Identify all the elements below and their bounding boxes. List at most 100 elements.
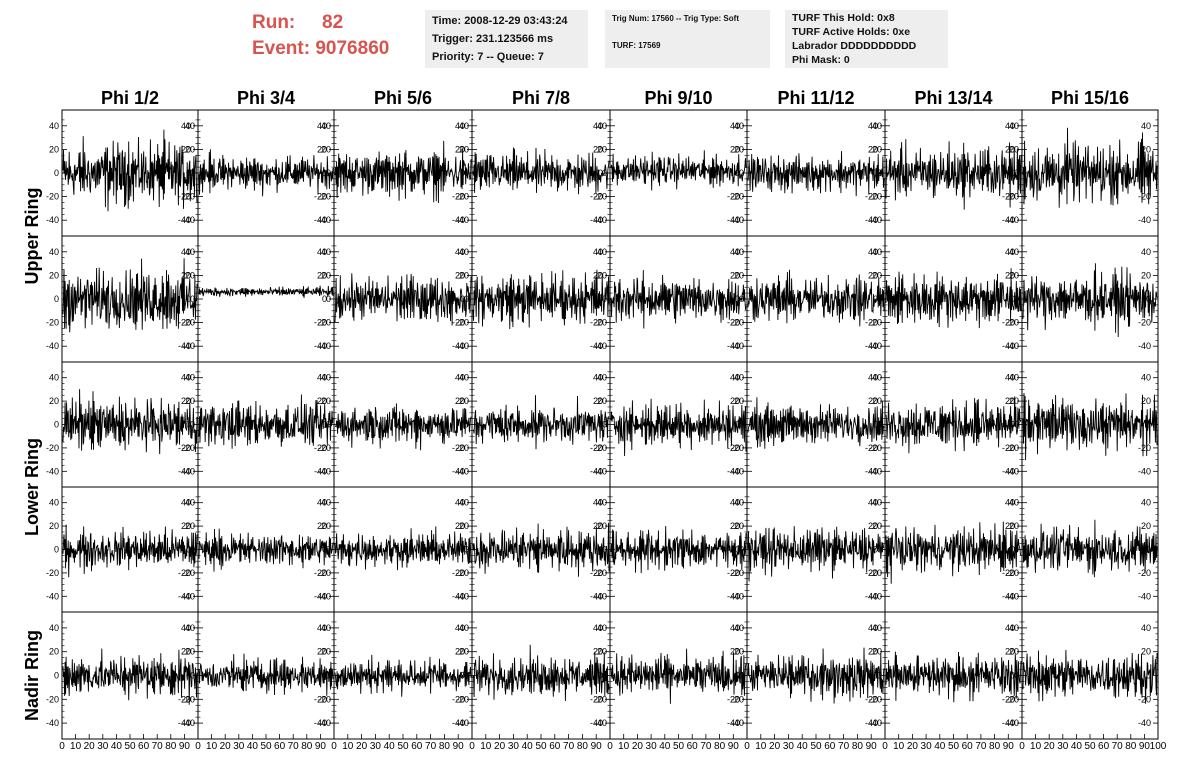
x-tick-label: 40 <box>1071 741 1083 752</box>
y-tick-label: -40 <box>590 591 603 601</box>
y-tick-label: 20 <box>593 521 603 531</box>
y-tick-label: 40 <box>317 247 327 257</box>
x-tick-label: 30 <box>97 741 109 752</box>
row-title: Nadir Ring <box>22 630 42 721</box>
y-tick-label: -40 <box>456 341 469 351</box>
y-tick-label: 20 <box>734 144 744 154</box>
y-tick-label: 40 <box>321 498 331 508</box>
y-tick-label: 20 <box>872 521 882 531</box>
waveform-trace <box>198 285 334 298</box>
y-tick-label: -40 <box>318 466 331 476</box>
y-tick-label: 40 <box>181 373 191 383</box>
y-tick-label: 20 <box>455 396 465 406</box>
y-tick-label: -20 <box>178 443 191 453</box>
y-tick-label: 20 <box>872 270 882 280</box>
y-tick-label: 20 <box>1141 396 1151 406</box>
y-tick-label: -40 <box>594 215 607 225</box>
y-tick-label: 40 <box>597 373 607 383</box>
y-tick-label: -20 <box>594 568 607 578</box>
phi-mask-text: Phi Mask: 0 <box>792 54 850 66</box>
y-tick-label: 20 <box>730 521 740 531</box>
y-tick-label: 0 <box>739 545 744 555</box>
turf-this-hold-text: TURF This Hold: 0x8 <box>792 12 895 24</box>
y-tick-label: -20 <box>456 694 469 704</box>
x-tick-label: 50 <box>948 741 960 752</box>
y-tick-label: -40 <box>178 718 191 728</box>
y-tick-label: 0 <box>190 671 195 681</box>
y-tick-label: 20 <box>1141 270 1151 280</box>
x-tick-label: 50 <box>397 741 409 752</box>
y-tick-label: 0 <box>602 420 607 430</box>
y-tick-label: -40 <box>1006 718 1019 728</box>
y-tick-label: 0 <box>877 671 882 681</box>
y-tick-label: -20 <box>731 192 744 202</box>
y-tick-label: 40 <box>459 121 469 131</box>
y-tick-label: -40 <box>178 591 191 601</box>
waveform-trace <box>747 647 885 704</box>
y-tick-label: -20 <box>865 318 878 328</box>
x-tick-label: 70 <box>563 741 575 752</box>
y-tick-label: 20 <box>1005 647 1015 657</box>
y-tick-label: -20 <box>590 694 603 704</box>
y-tick-label: 40 <box>317 373 327 383</box>
y-tick-label: 20 <box>49 270 59 280</box>
y-tick-label: -20 <box>731 694 744 704</box>
x-tick-label: 80 <box>577 741 589 752</box>
x-tick-label: 20 <box>220 741 232 752</box>
y-tick-label: -40 <box>452 591 465 601</box>
y-tick-label: 20 <box>868 521 878 531</box>
y-tick-label: -40 <box>182 718 195 728</box>
y-tick-label: -40 <box>314 591 327 601</box>
y-tick-label: 20 <box>321 144 331 154</box>
y-tick-label: -20 <box>731 443 744 453</box>
y-tick-label: -40 <box>1138 466 1151 476</box>
y-tick-label: 40 <box>49 623 59 633</box>
waveform-trace <box>610 150 747 191</box>
y-tick-label: 20 <box>181 521 191 531</box>
y-tick-label: 40 <box>459 498 469 508</box>
y-tick-label: 20 <box>597 396 607 406</box>
x-tick-label: 60 <box>687 741 699 752</box>
y-tick-label: 20 <box>730 647 740 657</box>
y-tick-label: 20 <box>455 521 465 531</box>
y-tick-label: -40 <box>318 591 331 601</box>
y-tick-label: -40 <box>727 466 740 476</box>
y-tick-label: 0 <box>464 420 469 430</box>
y-tick-label: 40 <box>455 498 465 508</box>
y-tick-label: -20 <box>594 192 607 202</box>
y-tick-label: -40 <box>865 591 878 601</box>
y-tick-label: -40 <box>1138 341 1151 351</box>
y-tick-label: 40 <box>593 623 603 633</box>
y-tick-label: -20 <box>318 568 331 578</box>
y-tick-label: 20 <box>593 396 603 406</box>
y-tick-label: 20 <box>49 521 59 531</box>
y-tick-label: 40 <box>1141 373 1151 383</box>
y-tick-label: 40 <box>455 373 465 383</box>
y-tick-label: 40 <box>1141 623 1151 633</box>
y-tick-label: 40 <box>734 373 744 383</box>
y-tick-label: 40 <box>593 373 603 383</box>
y-tick-label: 20 <box>734 270 744 280</box>
y-tick-label: -40 <box>869 215 882 225</box>
y-tick-label: -20 <box>1002 568 1015 578</box>
y-tick-label: 20 <box>317 647 327 657</box>
waveform-trace <box>747 151 885 197</box>
y-tick-label: -20 <box>869 694 882 704</box>
y-tick-label: 0 <box>602 671 607 681</box>
y-tick-label: 40 <box>868 623 878 633</box>
waveform-trace <box>885 521 1022 584</box>
x-tick-label: 30 <box>1057 741 1069 752</box>
y-tick-label: -20 <box>731 318 744 328</box>
y-tick-label: -40 <box>594 466 607 476</box>
waveform-trace <box>885 139 1022 210</box>
y-tick-label: 0 <box>1014 671 1019 681</box>
y-tick-label: 40 <box>181 498 191 508</box>
waveform-trace <box>1022 519 1158 578</box>
turf-hold-panel: TURF This Hold: 0x8 TURF Active Holds: 0… <box>785 10 948 68</box>
y-tick-label: 0 <box>739 420 744 430</box>
y-tick-label: 40 <box>1005 247 1015 257</box>
y-tick-label: -20 <box>452 318 465 328</box>
waveform-trace <box>334 654 472 697</box>
y-tick-label: 0 <box>54 545 59 555</box>
y-tick-label: -40 <box>456 215 469 225</box>
